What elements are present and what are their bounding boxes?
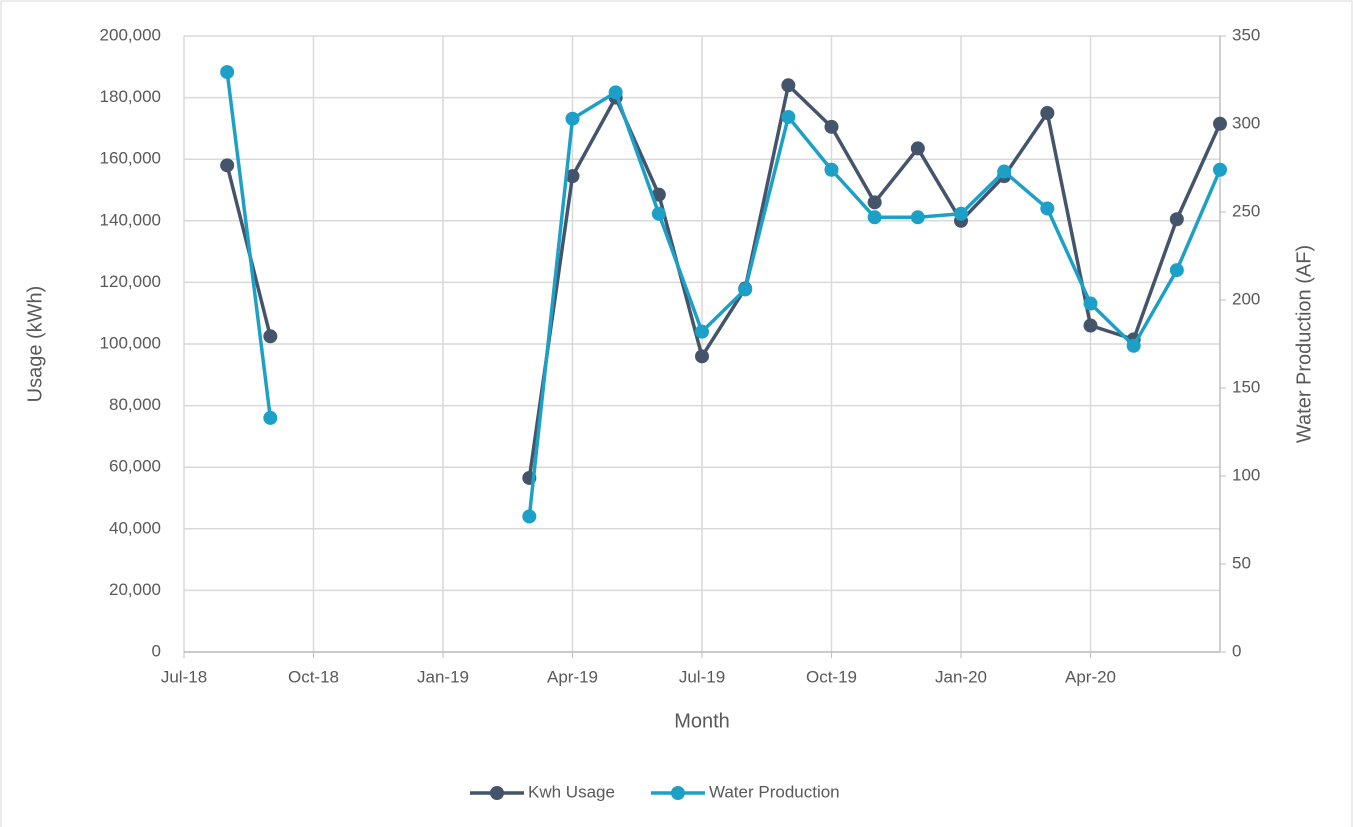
y-tick-label: 160,000 — [100, 149, 161, 168]
y-tick-label: 100,000 — [100, 333, 161, 352]
point — [867, 195, 882, 210]
point — [608, 85, 623, 100]
point — [824, 119, 839, 134]
legend-label: Water Production — [709, 782, 840, 801]
y-axis-title: Usage (kWh) — [24, 286, 46, 403]
x-axis-title: Month — [674, 710, 730, 732]
y2-tick-label: 200 — [1232, 289, 1260, 308]
y2-tick-label: 100 — [1232, 465, 1260, 484]
x-tick-label: Jul-18 — [161, 667, 207, 686]
point — [651, 206, 666, 221]
y-tick-label: 80,000 — [109, 395, 161, 414]
point — [1083, 296, 1098, 311]
y2-tick-label: 300 — [1232, 113, 1260, 132]
point — [738, 282, 753, 297]
point — [220, 65, 235, 80]
point — [1213, 116, 1227, 131]
point — [220, 158, 235, 173]
point — [824, 162, 839, 177]
x-tick-label: Jul-19 — [679, 667, 725, 686]
y-tick-label: 180,000 — [100, 87, 161, 106]
y-tick-label: 140,000 — [100, 210, 161, 229]
y-tick-label: 20,000 — [109, 580, 161, 599]
point — [781, 78, 796, 93]
y-tick-label: 120,000 — [100, 272, 161, 291]
point — [565, 111, 580, 126]
point — [263, 329, 278, 344]
point — [1083, 318, 1098, 333]
x-tick-label: Apr-19 — [547, 667, 598, 686]
y2-tick-label: 150 — [1232, 377, 1260, 396]
x-tick-label: Oct-19 — [806, 667, 857, 686]
point — [1040, 201, 1055, 216]
point — [1169, 212, 1184, 227]
y-tick-label: 60,000 — [109, 457, 161, 476]
legend-marker — [670, 786, 685, 800]
point — [867, 210, 882, 225]
y2-axis-title: Water Production (AF) — [1293, 245, 1315, 443]
point — [1213, 162, 1227, 177]
point — [651, 187, 666, 202]
point — [695, 349, 709, 364]
x-tick-label: Jan-20 — [935, 667, 987, 686]
y-tick-label: 200,000 — [100, 25, 161, 44]
x-tick-label: Jan-19 — [417, 667, 469, 686]
point — [954, 206, 968, 221]
point — [910, 210, 925, 225]
y-tick-label: 40,000 — [109, 518, 161, 537]
x-tick-label: Apr-20 — [1065, 667, 1116, 686]
x-tick-label: Oct-18 — [288, 667, 339, 686]
y2-tick-label: 50 — [1232, 553, 1251, 572]
point — [695, 324, 709, 339]
point — [1126, 338, 1141, 353]
y2-tick-label: 250 — [1232, 201, 1260, 220]
point — [1169, 263, 1184, 278]
point — [522, 509, 537, 524]
point — [1040, 106, 1055, 120]
point — [910, 141, 925, 156]
legend-label: Kwh Usage — [528, 782, 615, 801]
point — [263, 410, 278, 425]
y2-tick-label: 350 — [1232, 25, 1260, 44]
point — [781, 109, 796, 124]
legend-marker — [490, 786, 504, 800]
point — [565, 169, 580, 184]
point — [997, 164, 1012, 179]
y-tick-label: 0 — [152, 641, 161, 660]
y2-tick-label: 0 — [1232, 641, 1241, 660]
